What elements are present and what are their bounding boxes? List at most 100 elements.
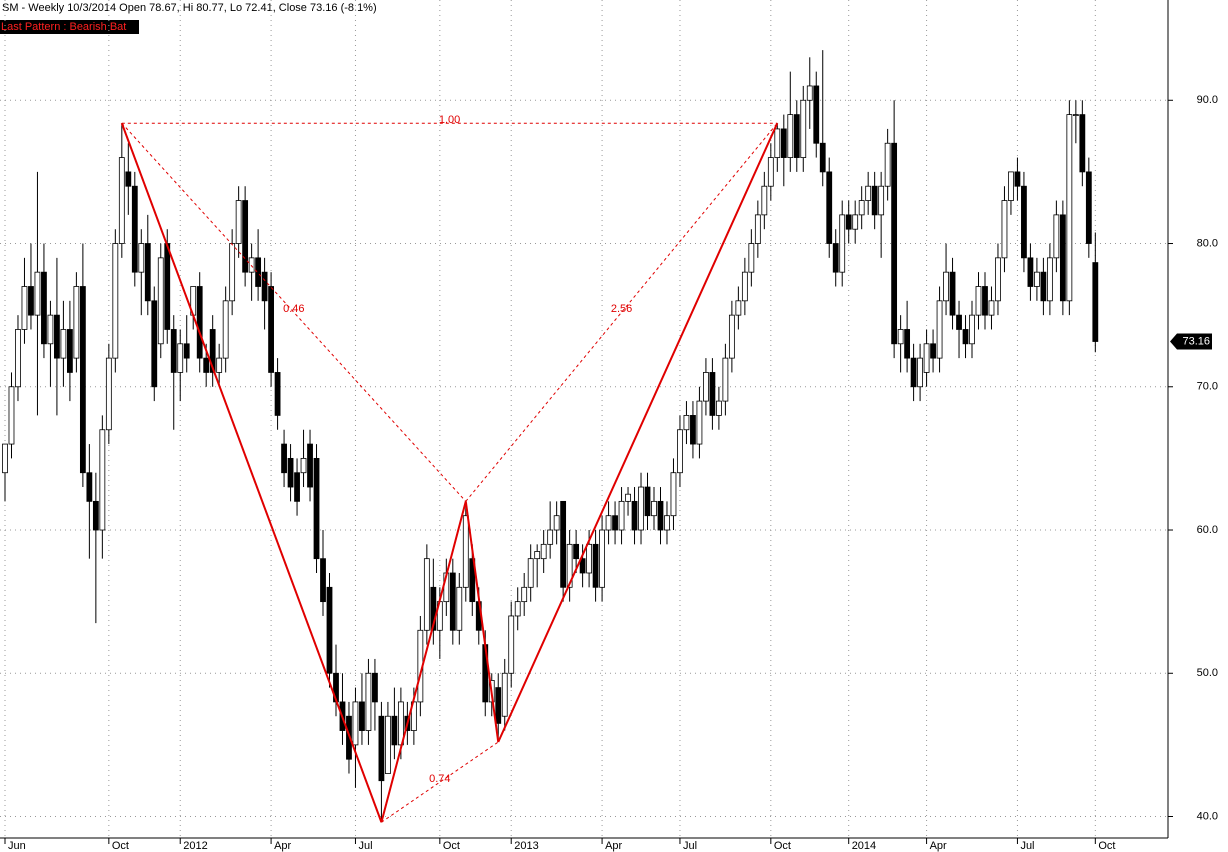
price-tag: [1170, 333, 1212, 350]
candle-body: [1034, 271, 1040, 287]
candle-body: [677, 429, 683, 474]
candle-body: [28, 286, 34, 316]
candle-body: [131, 185, 138, 273]
candle-body: [878, 185, 885, 216]
candle-body: [761, 185, 768, 216]
candle-body: [1092, 262, 1099, 342]
x-tick-label: 2013: [514, 840, 538, 852]
candle-body: [105, 357, 112, 431]
candle-body: [819, 142, 826, 173]
candle-body: [741, 271, 748, 302]
pattern-leg: [497, 122, 779, 743]
candle-body: [904, 329, 911, 359]
candle-body: [352, 701, 359, 746]
candle-body: [73, 286, 80, 359]
candle-body: [936, 300, 943, 359]
candle-body: [521, 586, 528, 603]
candle-body: [800, 99, 807, 158]
candle-body: [261, 271, 268, 302]
candle-body: [157, 257, 164, 345]
candle-body: [462, 515, 469, 588]
candle-body: [47, 314, 54, 345]
candle-body: [86, 472, 93, 502]
candle-body: [378, 715, 385, 782]
candle-body: [1046, 257, 1053, 302]
candle-body: [806, 85, 813, 101]
price-tag-label: 73.16: [1182, 335, 1210, 347]
candle-body: [54, 314, 60, 359]
pattern-ratio: 0.46: [283, 303, 304, 315]
candle-body: [923, 343, 930, 373]
candle-body: [780, 128, 787, 158]
candle-body: [281, 443, 287, 474]
candle-body: [67, 329, 73, 373]
candle-body: [670, 472, 677, 517]
candle-body: [638, 486, 644, 531]
candle-body: [196, 286, 203, 359]
candle-body: [573, 543, 580, 560]
x-tick-label: 2014: [852, 840, 876, 852]
candle-body: [8, 386, 15, 445]
candle-body: [865, 185, 872, 201]
candle-body: [41, 271, 47, 345]
candle-body: [703, 372, 709, 402]
candle-body: [359, 701, 365, 731]
candle-body: [1001, 200, 1008, 259]
candle-body: [170, 329, 177, 373]
candle-body: [754, 214, 761, 244]
candle-body: [320, 558, 326, 603]
candle-body: [183, 343, 190, 359]
candle-body: [151, 300, 158, 388]
candle-body: [235, 200, 242, 244]
candle-body: [125, 171, 132, 187]
candle-body: [34, 271, 41, 316]
candle-body: [294, 472, 300, 502]
candle-body: [313, 457, 320, 560]
candle-body: [547, 529, 554, 545]
candle-body: [372, 672, 378, 703]
candle-body: [690, 415, 696, 445]
candle-body: [430, 586, 437, 631]
candle-body: [858, 200, 865, 216]
x-tick-label: Jun: [8, 840, 26, 852]
candle-body: [274, 372, 281, 416]
y-tick-label: 70.0: [1197, 381, 1218, 393]
candle-body: [995, 257, 1001, 302]
candle-body: [15, 329, 21, 388]
candle-body: [203, 357, 210, 373]
pattern-ratio-line: [121, 122, 467, 502]
pattern-label: Last Pattern : Bearish Bat: [1, 21, 126, 33]
candle-body: [248, 257, 255, 273]
candle-body: [1085, 171, 1092, 244]
candle-body: [631, 500, 638, 531]
candle-body: [144, 243, 151, 302]
candle-body: [969, 314, 975, 345]
x-tick-label: Oct: [112, 840, 129, 852]
candle-body: [683, 415, 690, 431]
x-tick-label: 2012: [183, 840, 207, 852]
candle-body: [1014, 171, 1021, 187]
y-tick-label: 40.0: [1197, 810, 1218, 822]
candle-body: [988, 300, 995, 316]
candle-body: [651, 500, 657, 517]
candle-body: [1008, 171, 1014, 201]
candle-body: [897, 329, 904, 345]
candle-body: [1079, 114, 1086, 173]
candle-body: [871, 185, 878, 216]
candle-body: [60, 329, 67, 359]
candle-body: [527, 558, 534, 588]
y-tick-label: 80.0: [1197, 237, 1218, 249]
candle-body: [664, 515, 670, 531]
candle-body: [625, 493, 631, 502]
candle-body: [962, 329, 969, 345]
candle-body: [222, 300, 229, 359]
candle-body: [709, 372, 716, 416]
candle-body: [229, 243, 236, 302]
candle-body: [787, 114, 794, 158]
candle-body: [216, 357, 223, 373]
candle-body: [469, 558, 476, 603]
candle-body: [423, 558, 430, 631]
pattern-label-bg: [0, 20, 139, 34]
candle-body: [917, 357, 923, 388]
